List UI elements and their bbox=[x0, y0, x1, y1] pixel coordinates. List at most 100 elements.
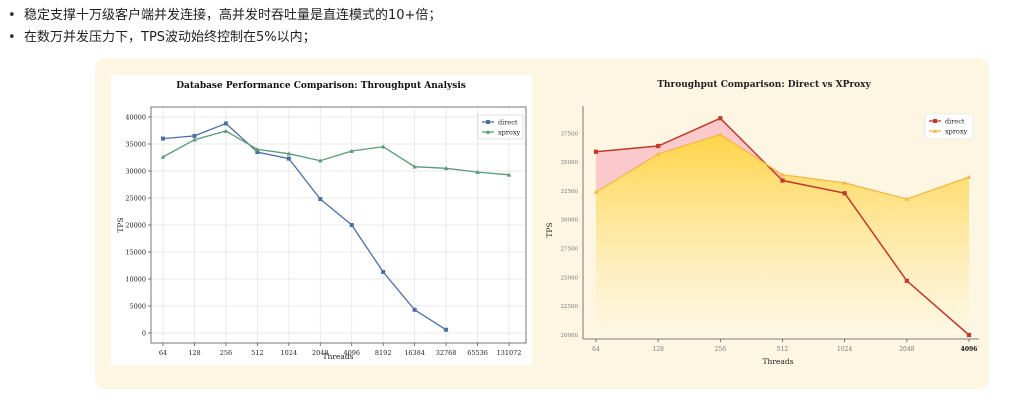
left-legend-marker bbox=[486, 120, 490, 124]
left-y-tick-label: 15000 bbox=[125, 249, 146, 257]
left-y-axis-label: TPS bbox=[116, 217, 125, 232]
right-y-tick-label: 20000 bbox=[561, 333, 579, 339]
left-point-xproxy bbox=[443, 166, 449, 171]
right-point-xproxy bbox=[593, 189, 599, 194]
left-series-line-direct bbox=[162, 122, 447, 331]
charts-panel: 64 128 256 512 1024 2048 4096 8192 16384 32768 655… bbox=[95, 58, 989, 389]
left-legend-label: xproxy bbox=[498, 129, 521, 137]
left-legend-marker bbox=[485, 129, 491, 134]
right-point-direct bbox=[718, 116, 723, 121]
left-x-tick-label: 32768 bbox=[436, 349, 457, 357]
right-point-xproxy bbox=[904, 196, 910, 201]
left-x-tick-label: 512 bbox=[251, 349, 263, 357]
left-point-direct bbox=[381, 269, 386, 274]
left-y-tick-label: 35000 bbox=[125, 141, 146, 149]
left-y-tick-label: 0 bbox=[142, 330, 146, 338]
left-x-tick-label: 64 bbox=[159, 349, 167, 357]
left-point-xproxy bbox=[223, 128, 229, 133]
left-point-xproxy bbox=[349, 148, 354, 153]
right-x-tick-label: 2048 bbox=[899, 346, 914, 353]
left-point-direct bbox=[318, 197, 323, 202]
right-x-tick-label: 128 bbox=[652, 346, 664, 353]
left-point-direct bbox=[161, 136, 165, 141]
left-y-tick-label: 40000 bbox=[125, 114, 146, 122]
right-x-tick-label: 4096 bbox=[961, 346, 978, 353]
left-point-xproxy bbox=[412, 164, 417, 169]
right-y-tick-label: 30000 bbox=[561, 218, 579, 224]
right-gap-area bbox=[596, 118, 783, 193]
left-x-tick-label: 65536 bbox=[467, 349, 488, 357]
right-point-xproxy bbox=[718, 132, 723, 137]
left-y-tick-label: 10000 bbox=[125, 276, 146, 284]
right-legend-label: direct bbox=[945, 118, 965, 126]
left-point-direct bbox=[255, 150, 260, 155]
left-series-line-xproxy bbox=[162, 130, 510, 176]
left-x-tick-label: 8192 bbox=[375, 349, 392, 357]
left-x-tick-label: 1024 bbox=[281, 349, 298, 357]
right-point-direct bbox=[904, 278, 909, 283]
left-x-tick-label: 16384 bbox=[404, 349, 425, 357]
right-point-direct bbox=[656, 143, 661, 149]
right-x-axis-label: Threads bbox=[763, 357, 794, 366]
right-y-tick-label: 35000 bbox=[561, 160, 579, 166]
left-y-tick-label: 5000 bbox=[129, 303, 146, 311]
left-chart-background bbox=[111, 75, 532, 365]
right-point-xproxy bbox=[842, 180, 847, 185]
bullet-text: 稳定支撑十万级客户端并发连接，高并发时吞吐量是直连模式的10+倍； bbox=[24, 8, 442, 23]
left-point-direct bbox=[286, 156, 291, 161]
left-x-tick-label: 131072 bbox=[497, 349, 522, 357]
left-point-direct bbox=[444, 327, 449, 332]
right-y-tick-label: 37500 bbox=[561, 131, 579, 137]
right-y-tick-label: 27500 bbox=[561, 247, 579, 253]
bullet-item: • 稳定支撑十万级客户端并发连接，高并发时吞吐量是直连模式的10+倍； bbox=[8, 5, 441, 27]
left-x-tick-label: 256 bbox=[220, 349, 232, 357]
right-x-tick-label: 64 bbox=[592, 346, 600, 353]
left-point-direct bbox=[223, 121, 228, 126]
right-y-tick-label: 22500 bbox=[561, 304, 579, 310]
right-xproxy-area bbox=[596, 134, 969, 335]
left-point-xproxy bbox=[506, 172, 512, 177]
left-point-xproxy bbox=[255, 147, 260, 152]
right-point-direct bbox=[966, 332, 972, 338]
bullet-text: 在数万并发压力下，TPS波动始终控制在5%以内； bbox=[24, 30, 316, 45]
right-legend-marker bbox=[933, 119, 937, 123]
left-point-direct bbox=[192, 133, 197, 138]
right-point-xproxy bbox=[655, 151, 661, 156]
left-x-tick-label: 128 bbox=[188, 349, 200, 357]
left-point-xproxy bbox=[475, 169, 480, 174]
bullet-dot: • bbox=[8, 30, 16, 45]
bullet-item: • 在数万并发压力下，TPS波动始终控制在5%以内； bbox=[8, 27, 441, 49]
right-y-tick-label: 32500 bbox=[561, 189, 579, 195]
right-x-tick-label: 256 bbox=[715, 346, 727, 353]
left-chart-title: Database Performance Comparison: Through… bbox=[176, 81, 466, 91]
right-point-direct bbox=[593, 149, 599, 154]
left-x-tick-label: 4096 bbox=[343, 349, 360, 357]
left-point-direct bbox=[349, 223, 354, 227]
left-x-tick-label: 2048 bbox=[312, 349, 329, 357]
left-legend-box bbox=[477, 114, 524, 140]
right-chart-title: Throughput Comparison: Direct vs XProxy bbox=[657, 80, 871, 90]
bullet-list: • 稳定支撑十万级客户端并发连接，高并发时吞吐量是直连模式的10+倍； • 在数万并… bbox=[8, 5, 441, 49]
right-point-direct bbox=[842, 191, 847, 196]
right-x-tick-label: 512 bbox=[777, 346, 789, 353]
left-y-tick-label: 20000 bbox=[125, 222, 146, 230]
right-y-tick-label: 25000 bbox=[561, 275, 579, 281]
right-point-xproxy bbox=[780, 172, 785, 177]
left-point-xproxy bbox=[318, 158, 323, 163]
right-legend-marker bbox=[932, 128, 938, 133]
left-point-xproxy bbox=[192, 137, 197, 142]
right-x-tick-label: 1024 bbox=[837, 346, 852, 353]
right-legend-label: xproxy bbox=[945, 128, 968, 136]
right-point-xproxy bbox=[966, 174, 972, 179]
left-point-xproxy bbox=[380, 144, 386, 149]
left-y-tick-label: 30000 bbox=[125, 168, 146, 176]
chart-throughput-analysis: 64 128 256 512 1024 2048 4096 8192 16384 32768 655… bbox=[111, 75, 979, 366]
left-legend-label: direct bbox=[498, 119, 518, 127]
left-point-xproxy bbox=[160, 154, 166, 159]
bullet-dot: • bbox=[8, 8, 16, 23]
right-point-direct bbox=[780, 178, 785, 183]
left-y-tick-label: 25000 bbox=[125, 195, 146, 203]
left-x-axis-label: Threads bbox=[323, 352, 354, 361]
left-point-xproxy bbox=[286, 151, 292, 156]
left-point-direct bbox=[412, 307, 417, 312]
